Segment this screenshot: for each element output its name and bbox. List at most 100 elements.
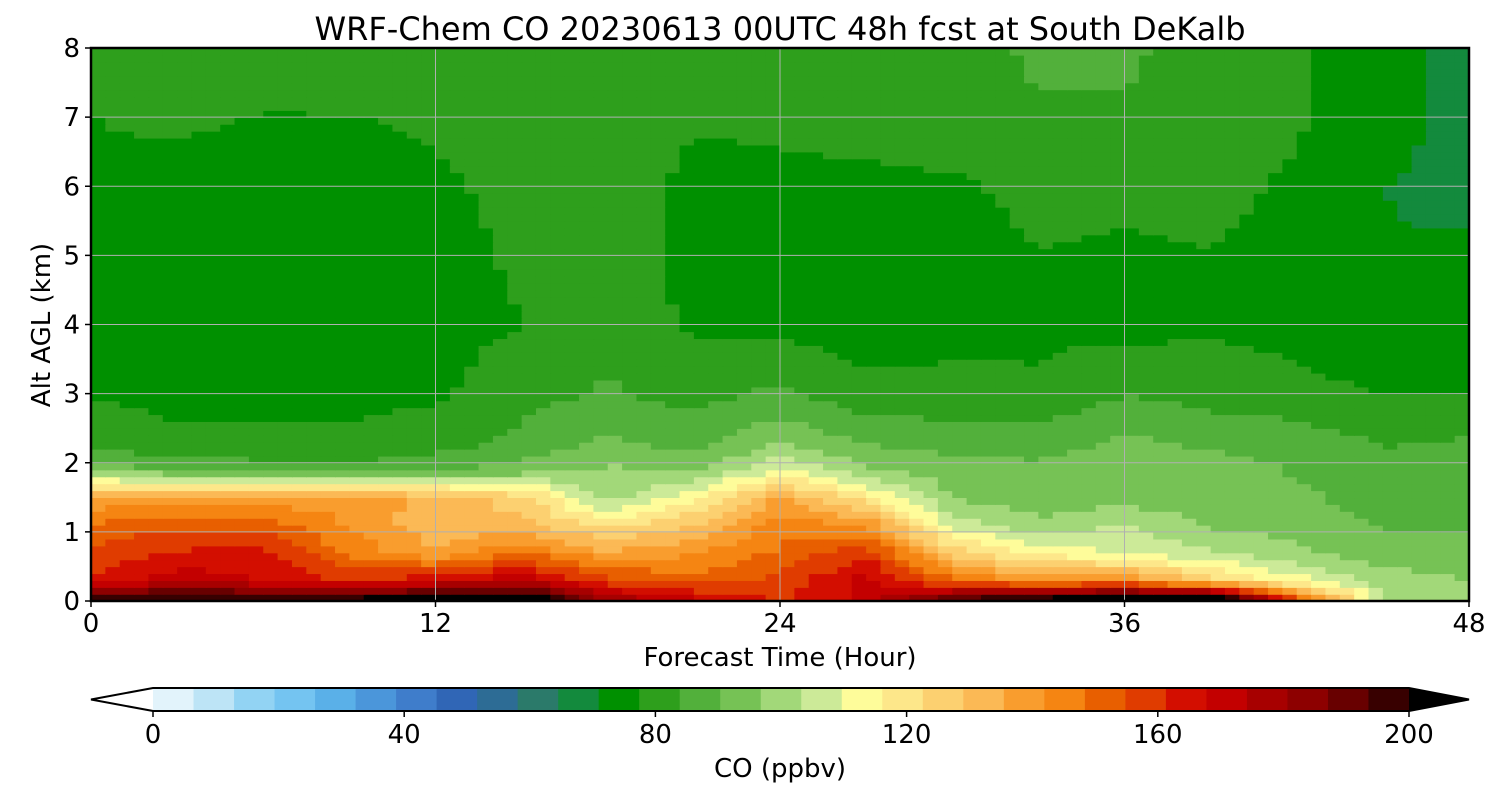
heatmap-cell — [794, 303, 810, 312]
heatmap-cell — [435, 552, 451, 561]
heatmap-cell — [134, 317, 150, 326]
heatmap-cell — [1081, 414, 1097, 422]
heatmap-cell — [751, 352, 767, 360]
heatmap-cell — [306, 524, 322, 533]
heatmap-cell — [837, 524, 853, 533]
heatmap-cell — [1038, 289, 1054, 298]
heatmap-cell — [1354, 379, 1370, 388]
heatmap-cell — [607, 331, 623, 340]
heatmap-cell — [1368, 455, 1384, 464]
heatmap-cell — [1440, 594, 1456, 601]
heatmap-cell — [866, 573, 882, 581]
heatmap-cell — [1196, 379, 1212, 388]
heatmap-cell — [1210, 462, 1226, 471]
heatmap-cell — [535, 345, 552, 353]
heatmap-cell — [780, 559, 796, 568]
heatmap-cell — [1181, 455, 1197, 464]
heatmap-cell — [1354, 428, 1370, 436]
heatmap-cell — [205, 359, 221, 367]
heatmap-cell — [909, 545, 925, 554]
heatmap-cell — [1024, 511, 1040, 519]
heatmap-cell — [1196, 414, 1212, 422]
heatmap-cell — [263, 289, 279, 298]
heatmap-cell — [435, 462, 451, 471]
heatmap-cell — [851, 490, 867, 499]
heatmap-cell — [894, 283, 910, 291]
heatmap-cell — [507, 407, 523, 416]
heatmap-cell — [1296, 248, 1312, 257]
heatmap-cell — [134, 531, 150, 540]
heatmap-cell — [406, 587, 422, 595]
heatmap-cell — [693, 559, 709, 568]
heatmap-cell — [966, 448, 982, 457]
heatmap-cell — [148, 469, 164, 478]
heatmap-cell — [866, 594, 882, 601]
heatmap-cell — [277, 497, 293, 505]
heatmap-cell — [1009, 594, 1025, 601]
heatmap-cell — [923, 524, 939, 533]
heatmap-cell — [1167, 448, 1183, 457]
heatmap-cell — [291, 310, 308, 319]
heatmap-cell — [1224, 359, 1241, 367]
heatmap-cell — [765, 255, 781, 263]
heatmap-cell — [306, 559, 322, 568]
heatmap-cell — [1253, 587, 1269, 595]
heatmap-cell — [1339, 269, 1355, 277]
heatmap-cell — [478, 359, 494, 367]
heatmap-cell — [980, 421, 997, 429]
heatmap-cell — [693, 317, 709, 326]
heatmap-cell — [1124, 317, 1140, 326]
heatmap-cell — [1153, 566, 1169, 575]
heatmap-cell — [349, 476, 365, 485]
heatmap-cell — [1110, 352, 1126, 360]
heatmap-cell — [607, 352, 623, 360]
heatmap-cell — [1196, 421, 1212, 429]
heatmap-cell — [1368, 310, 1384, 319]
heatmap-cell — [1311, 476, 1327, 485]
heatmap-cell — [1282, 448, 1298, 457]
heatmap-cell — [564, 414, 580, 422]
heatmap-cell — [1368, 476, 1384, 485]
heatmap-cell — [1124, 296, 1140, 305]
heatmap-cell — [909, 262, 925, 270]
heatmap-cell — [248, 338, 264, 346]
heatmap-cell — [105, 497, 121, 505]
heatmap-cell — [923, 400, 939, 409]
heatmap-cell — [1067, 310, 1083, 319]
heatmap-cell — [1138, 497, 1154, 505]
heatmap-cell — [191, 428, 207, 436]
heatmap-cell — [909, 573, 925, 581]
heatmap-cell — [1167, 317, 1183, 326]
heatmap-cell — [679, 248, 695, 257]
heatmap-cell — [794, 331, 810, 340]
heatmap-cell — [392, 428, 408, 436]
heatmap-cell — [1067, 283, 1083, 291]
heatmap-cell — [234, 310, 250, 319]
heatmap-cell — [1239, 531, 1255, 540]
heatmap-cell — [780, 455, 796, 464]
heatmap-cell — [579, 352, 595, 360]
heatmap-cell — [1167, 518, 1183, 526]
heatmap-cell — [91, 476, 107, 485]
heatmap-cell — [105, 552, 121, 561]
heatmap-cell — [693, 365, 709, 374]
heatmap-cell — [593, 469, 609, 478]
heatmap-cell — [1425, 518, 1441, 526]
heatmap-cell — [1268, 255, 1284, 263]
heatmap-cell — [693, 442, 709, 450]
heatmap-cell — [291, 497, 308, 505]
heatmap-cell — [1124, 566, 1140, 575]
heatmap-cell — [1224, 538, 1241, 547]
heatmap-cell — [1282, 573, 1298, 581]
heatmap-cell — [1311, 393, 1327, 402]
heatmap-cell — [1052, 407, 1068, 416]
heatmap-cell — [1354, 469, 1370, 478]
heatmap-cell — [980, 573, 997, 581]
heatmap-cell — [736, 518, 752, 526]
heatmap-cell — [492, 545, 508, 554]
heatmap-cell — [1425, 283, 1441, 291]
heatmap-cell — [579, 518, 595, 526]
heatmap-cell — [1325, 594, 1341, 601]
heatmap-cell — [808, 566, 824, 575]
heatmap-cell — [1354, 483, 1370, 492]
